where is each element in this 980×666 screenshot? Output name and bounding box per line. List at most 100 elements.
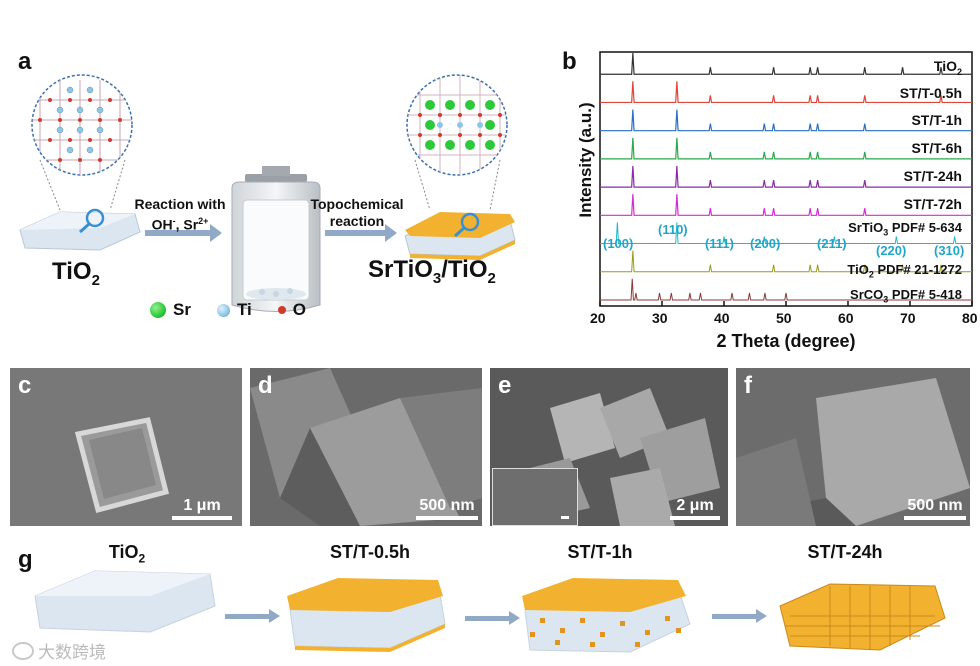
sem-panel-letter: d (258, 372, 273, 399)
tio2-label: TiO2 (52, 258, 100, 289)
xrd-series-line (600, 81, 972, 104)
scale-bar: 500 nm (416, 497, 478, 520)
atom-legend: Sr Ti O (150, 300, 306, 320)
stage-title: ST/T-1h (567, 542, 633, 562)
product-sub2: 2 (487, 269, 496, 287)
scale-bar-line (416, 516, 478, 520)
xrd-series-label: ST/T-6h (911, 140, 962, 156)
oh-label: OH (151, 216, 173, 233)
label-rest: PDF# 5-418 (888, 287, 962, 302)
xrd-series-line (600, 53, 972, 75)
xrd-xtick: 50 (776, 310, 792, 326)
label-rest: PDF# 5-634 (888, 220, 962, 235)
sem-e-inset (492, 468, 578, 526)
xrd-ylabel: Intensity (a.u.) (576, 102, 595, 218)
arrow-icon (465, 611, 520, 625)
xrd-series-label: ST/T-24h (903, 168, 962, 184)
label-main: TiO (933, 58, 957, 74)
miller-index: (220) (876, 243, 907, 258)
xrd-xtick: 70 (900, 310, 916, 326)
xrd-xticks: 20 30 40 50 60 70 80 (590, 310, 978, 330)
scale-label: 500 nm (907, 497, 963, 514)
label-main: TiO (847, 262, 869, 277)
xrd-series-line (600, 165, 972, 188)
label-sub: 2 (956, 66, 962, 77)
panel-a-schematic (19, 74, 516, 312)
tio2-crystal-sketch (34, 570, 216, 633)
reaction-label-line2: OH-, Sr2+ (124, 213, 236, 234)
label-rest: PDF# 21-1272 (873, 262, 962, 277)
product-part1: SrTiO (368, 256, 433, 283)
xrd-series-label: TiO2 PDF# 21-1272 (847, 262, 962, 280)
xrd-series-label: ST/T-1h (911, 112, 962, 128)
legend-item-o: O (277, 300, 307, 320)
reaction-label-line1: Reaction with (134, 196, 226, 212)
sem-panel-d: d 500 nm (250, 368, 482, 526)
label-main: SrCO (850, 287, 884, 302)
sem-panel-e: e 2 μm (490, 368, 728, 526)
o-atom-icon (277, 306, 286, 314)
miller-index: (211) (817, 236, 847, 251)
xrd-chart (599, 51, 973, 307)
stage-title: TiO2 (72, 542, 182, 566)
tio2-label-main: TiO (52, 258, 92, 285)
st-05h-crystal-sketch (287, 578, 446, 652)
xrd-xtick: 20 (590, 310, 606, 326)
ti-atom-icon (216, 303, 230, 317)
autoclave-icon (231, 166, 321, 312)
sem-panel-letter: c (18, 372, 32, 399)
scale-bar: 1 μm (172, 497, 232, 520)
scale-bar-line (670, 516, 720, 520)
scale-label: 500 nm (419, 497, 475, 514)
miller-indices: (100) (110) (111) (200) (211) (220) (310… (600, 222, 972, 258)
stage-title: ST/T-24h (807, 542, 883, 562)
scale-label: 2 μm (676, 497, 714, 514)
scale-bar-line (172, 516, 232, 520)
sem-d-image (250, 368, 482, 526)
sem-panel-c: c 1 μm (10, 368, 242, 526)
legend-label-ti: Ti (236, 300, 252, 319)
miller-index: (200) (750, 236, 781, 251)
sem-c-image (10, 368, 242, 526)
oh-charge: - (172, 216, 176, 226)
stage-title-sub: 2 (138, 551, 146, 566)
sr-label: , Sr (175, 216, 199, 233)
stage-title: ST/T-0.5h (329, 542, 410, 562)
arrow-icon (325, 224, 397, 242)
tio2-lattice-circle (31, 74, 133, 176)
inset-scale-bar (561, 516, 569, 519)
xrd-series-line (600, 278, 972, 301)
xrd-xtick: 40 (714, 310, 730, 326)
sr-charge: 2+ (198, 216, 209, 226)
scale-bar: 500 nm (904, 497, 966, 520)
scale-bar-line (904, 516, 966, 520)
product-part2: /TiO (441, 256, 488, 283)
watermark-logo-icon (12, 641, 34, 660)
arrow-icon (712, 609, 767, 623)
magnifier-icon (454, 212, 480, 238)
xrd-series-line (600, 222, 972, 245)
panel-b-letter: b (562, 48, 577, 75)
miller-index: (111) (705, 236, 734, 251)
watermark-text: 大数跨境 (38, 643, 106, 662)
topochemical-label: Topochemical reaction (302, 196, 412, 230)
xrd-xtick: 60 (838, 310, 854, 326)
watermark: 大数跨境 (12, 638, 106, 663)
panel-a-letter: a (18, 48, 32, 75)
xrd-series-line (600, 194, 972, 216)
topochemical-line2: reaction (329, 213, 385, 229)
scale-bar: 2 μm (670, 497, 720, 520)
xrd-labels: TiO2 ST/T-0.5h ST/T-1h ST/T-6h ST/T-24h … (790, 50, 962, 306)
xrd-xtick: 80 (962, 310, 978, 326)
arrow-icon (225, 609, 280, 623)
xrd-series-label: ST/T-0.5h (899, 85, 962, 101)
srtio3-lattice-circle (406, 74, 508, 176)
tio2-label-sub: 2 (91, 271, 100, 289)
xrd-series-line (600, 109, 972, 132)
xrd-series-label: SrTiO3 PDF# 5-634 (848, 220, 962, 238)
stage-title-main: TiO (108, 542, 139, 562)
legend-label-o: O (292, 300, 307, 319)
xrd-xlabel: 2 Theta (degree) (716, 331, 856, 351)
xrd-series-label: TiO2 (934, 58, 962, 77)
xrd-series-line (600, 250, 972, 273)
